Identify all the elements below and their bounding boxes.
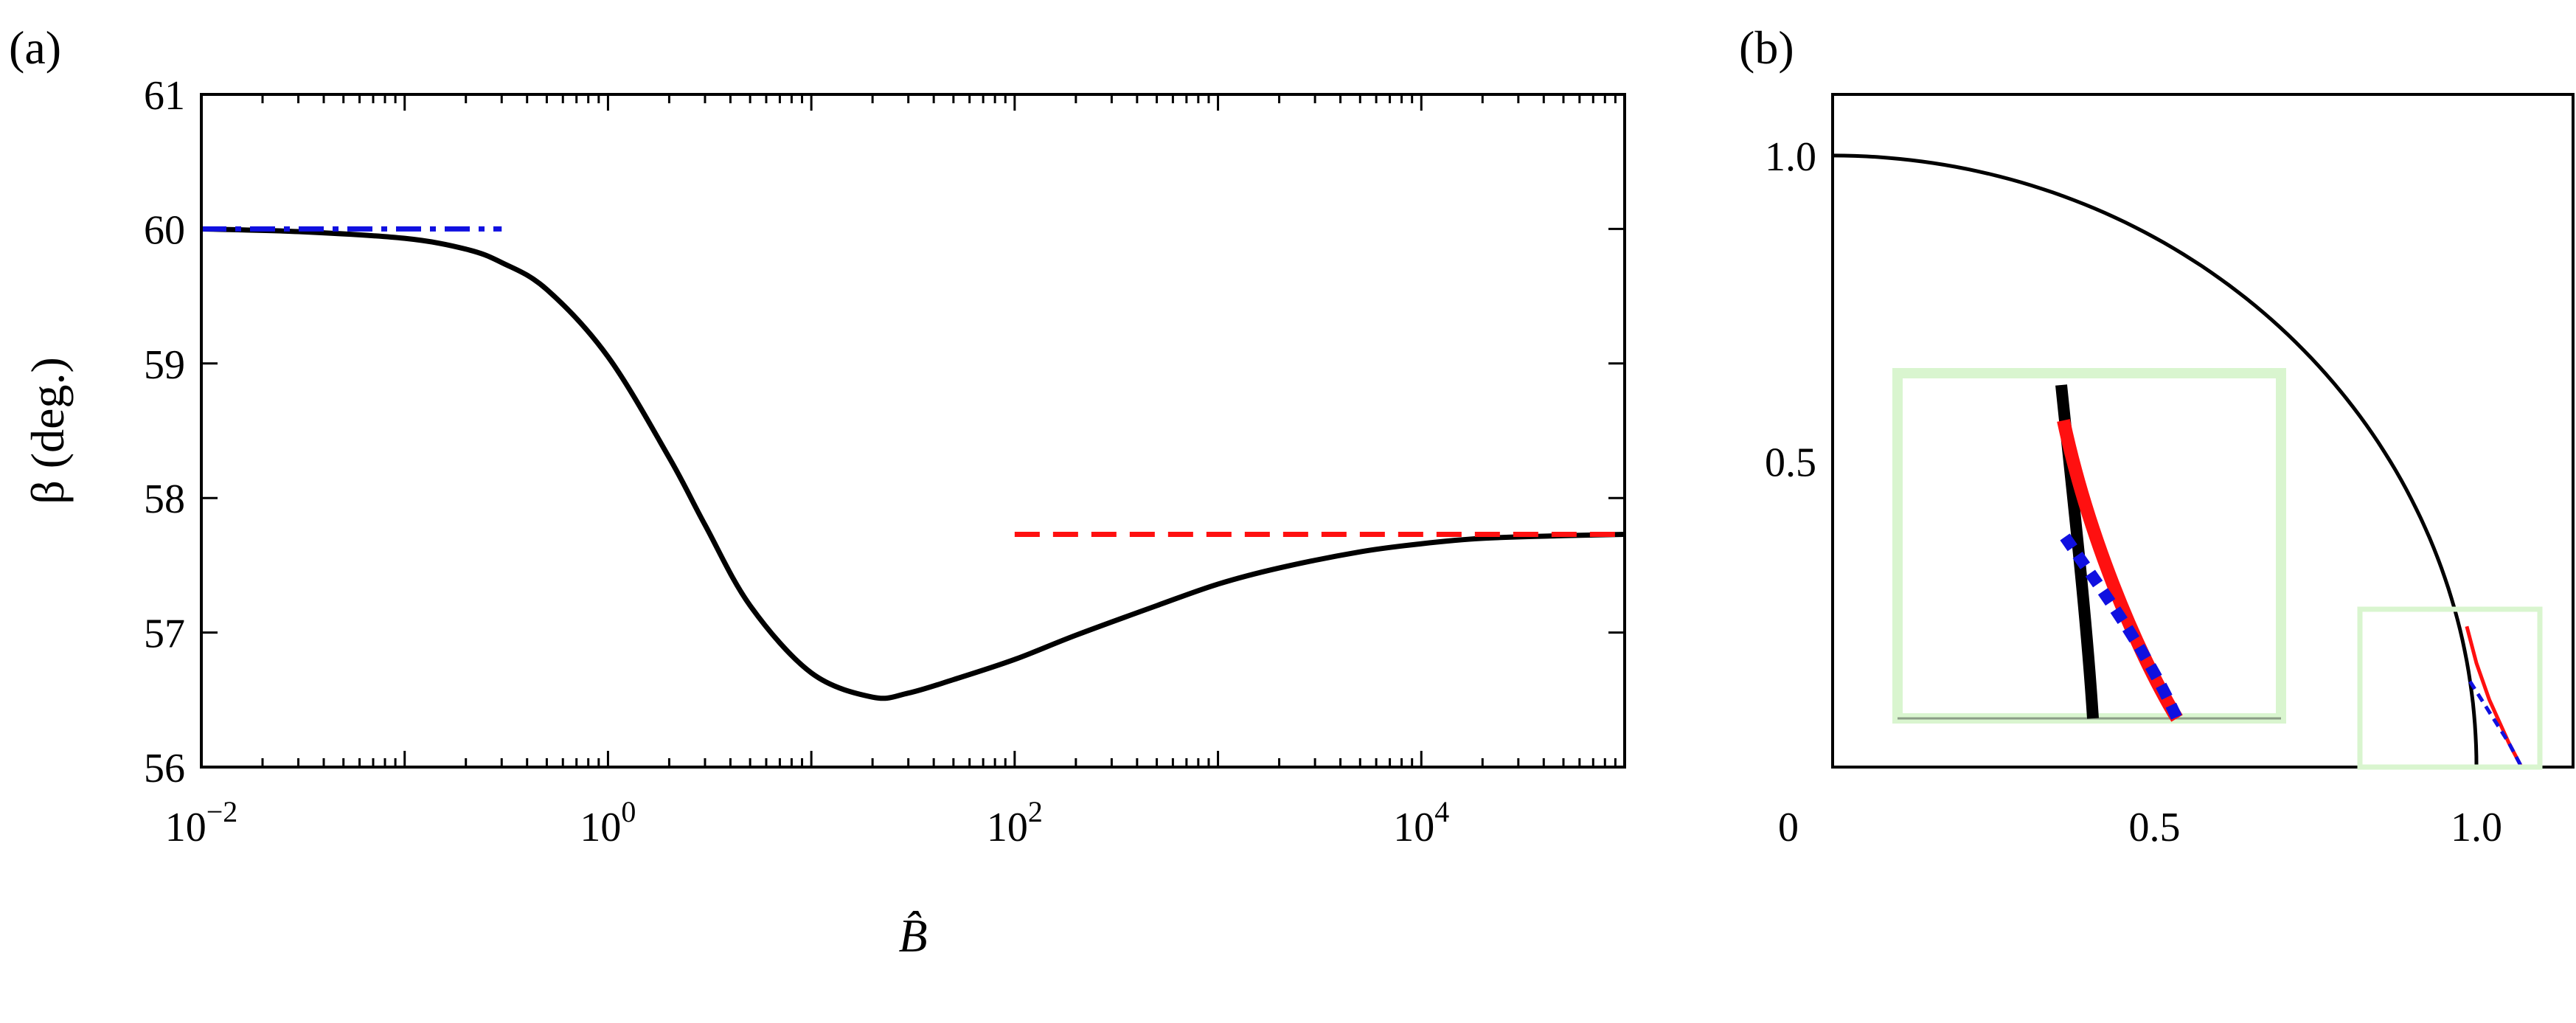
panel-a-ticks [200, 93, 1625, 769]
y-tick-label: 56 [144, 746, 185, 791]
panel-b-label: (b) [1739, 21, 1794, 74]
x-tick-label: 0 [1778, 805, 1799, 850]
y-tick-label: 57 [144, 611, 185, 657]
x-tick-label: 104 [1393, 795, 1449, 850]
panel-a-series [201, 226, 1625, 701]
series-line-solid [201, 226, 1625, 701]
panel-a-xlabel: B̂ [898, 909, 927, 962]
panel-a-tick-labels: 56 57 58 59 60 61 10−2 100 102 104 [144, 73, 1449, 850]
panel-b: (b) 0.5 1.0 0 0.5 1.0 [1739, 21, 2575, 850]
x-tick-label: 100 [580, 795, 636, 850]
inset-zoom-box [2357, 606, 2543, 770]
series-line-dashed [2468, 680, 2524, 769]
panel-b-plot-frame [1831, 93, 2575, 769]
y-tick-label: 61 [144, 73, 185, 119]
inset [1892, 368, 2286, 724]
panel-a-plot-frame [200, 93, 1626, 769]
x-tick-label: 1.0 [2451, 805, 2502, 850]
y-tick-label: 1.0 [1765, 134, 1816, 180]
panel-a-label: (a) [9, 21, 61, 74]
panel-b-series [1832, 153, 2524, 769]
y-tick-label: 60 [144, 207, 185, 253]
x-tick-label: 10−2 [165, 795, 238, 850]
y-tick-label: 59 [144, 342, 185, 388]
y-tick-label: 0.5 [1765, 440, 1816, 485]
panel-a: (a) 56 57 58 59 60 61 10−2 100 102 104 B̂ β (deg.… [9, 21, 1626, 962]
panel-b-tick-labels: 0.5 1.0 0 0.5 1.0 [1765, 134, 2502, 850]
x-tick-label: 0.5 [2129, 805, 2181, 850]
inset-blue-dashed-curve [2060, 533, 2183, 721]
x-tick-label: 102 [987, 795, 1043, 850]
panel-a-ylabel: β (deg.) [21, 357, 74, 504]
y-tick-label: 58 [144, 476, 185, 522]
